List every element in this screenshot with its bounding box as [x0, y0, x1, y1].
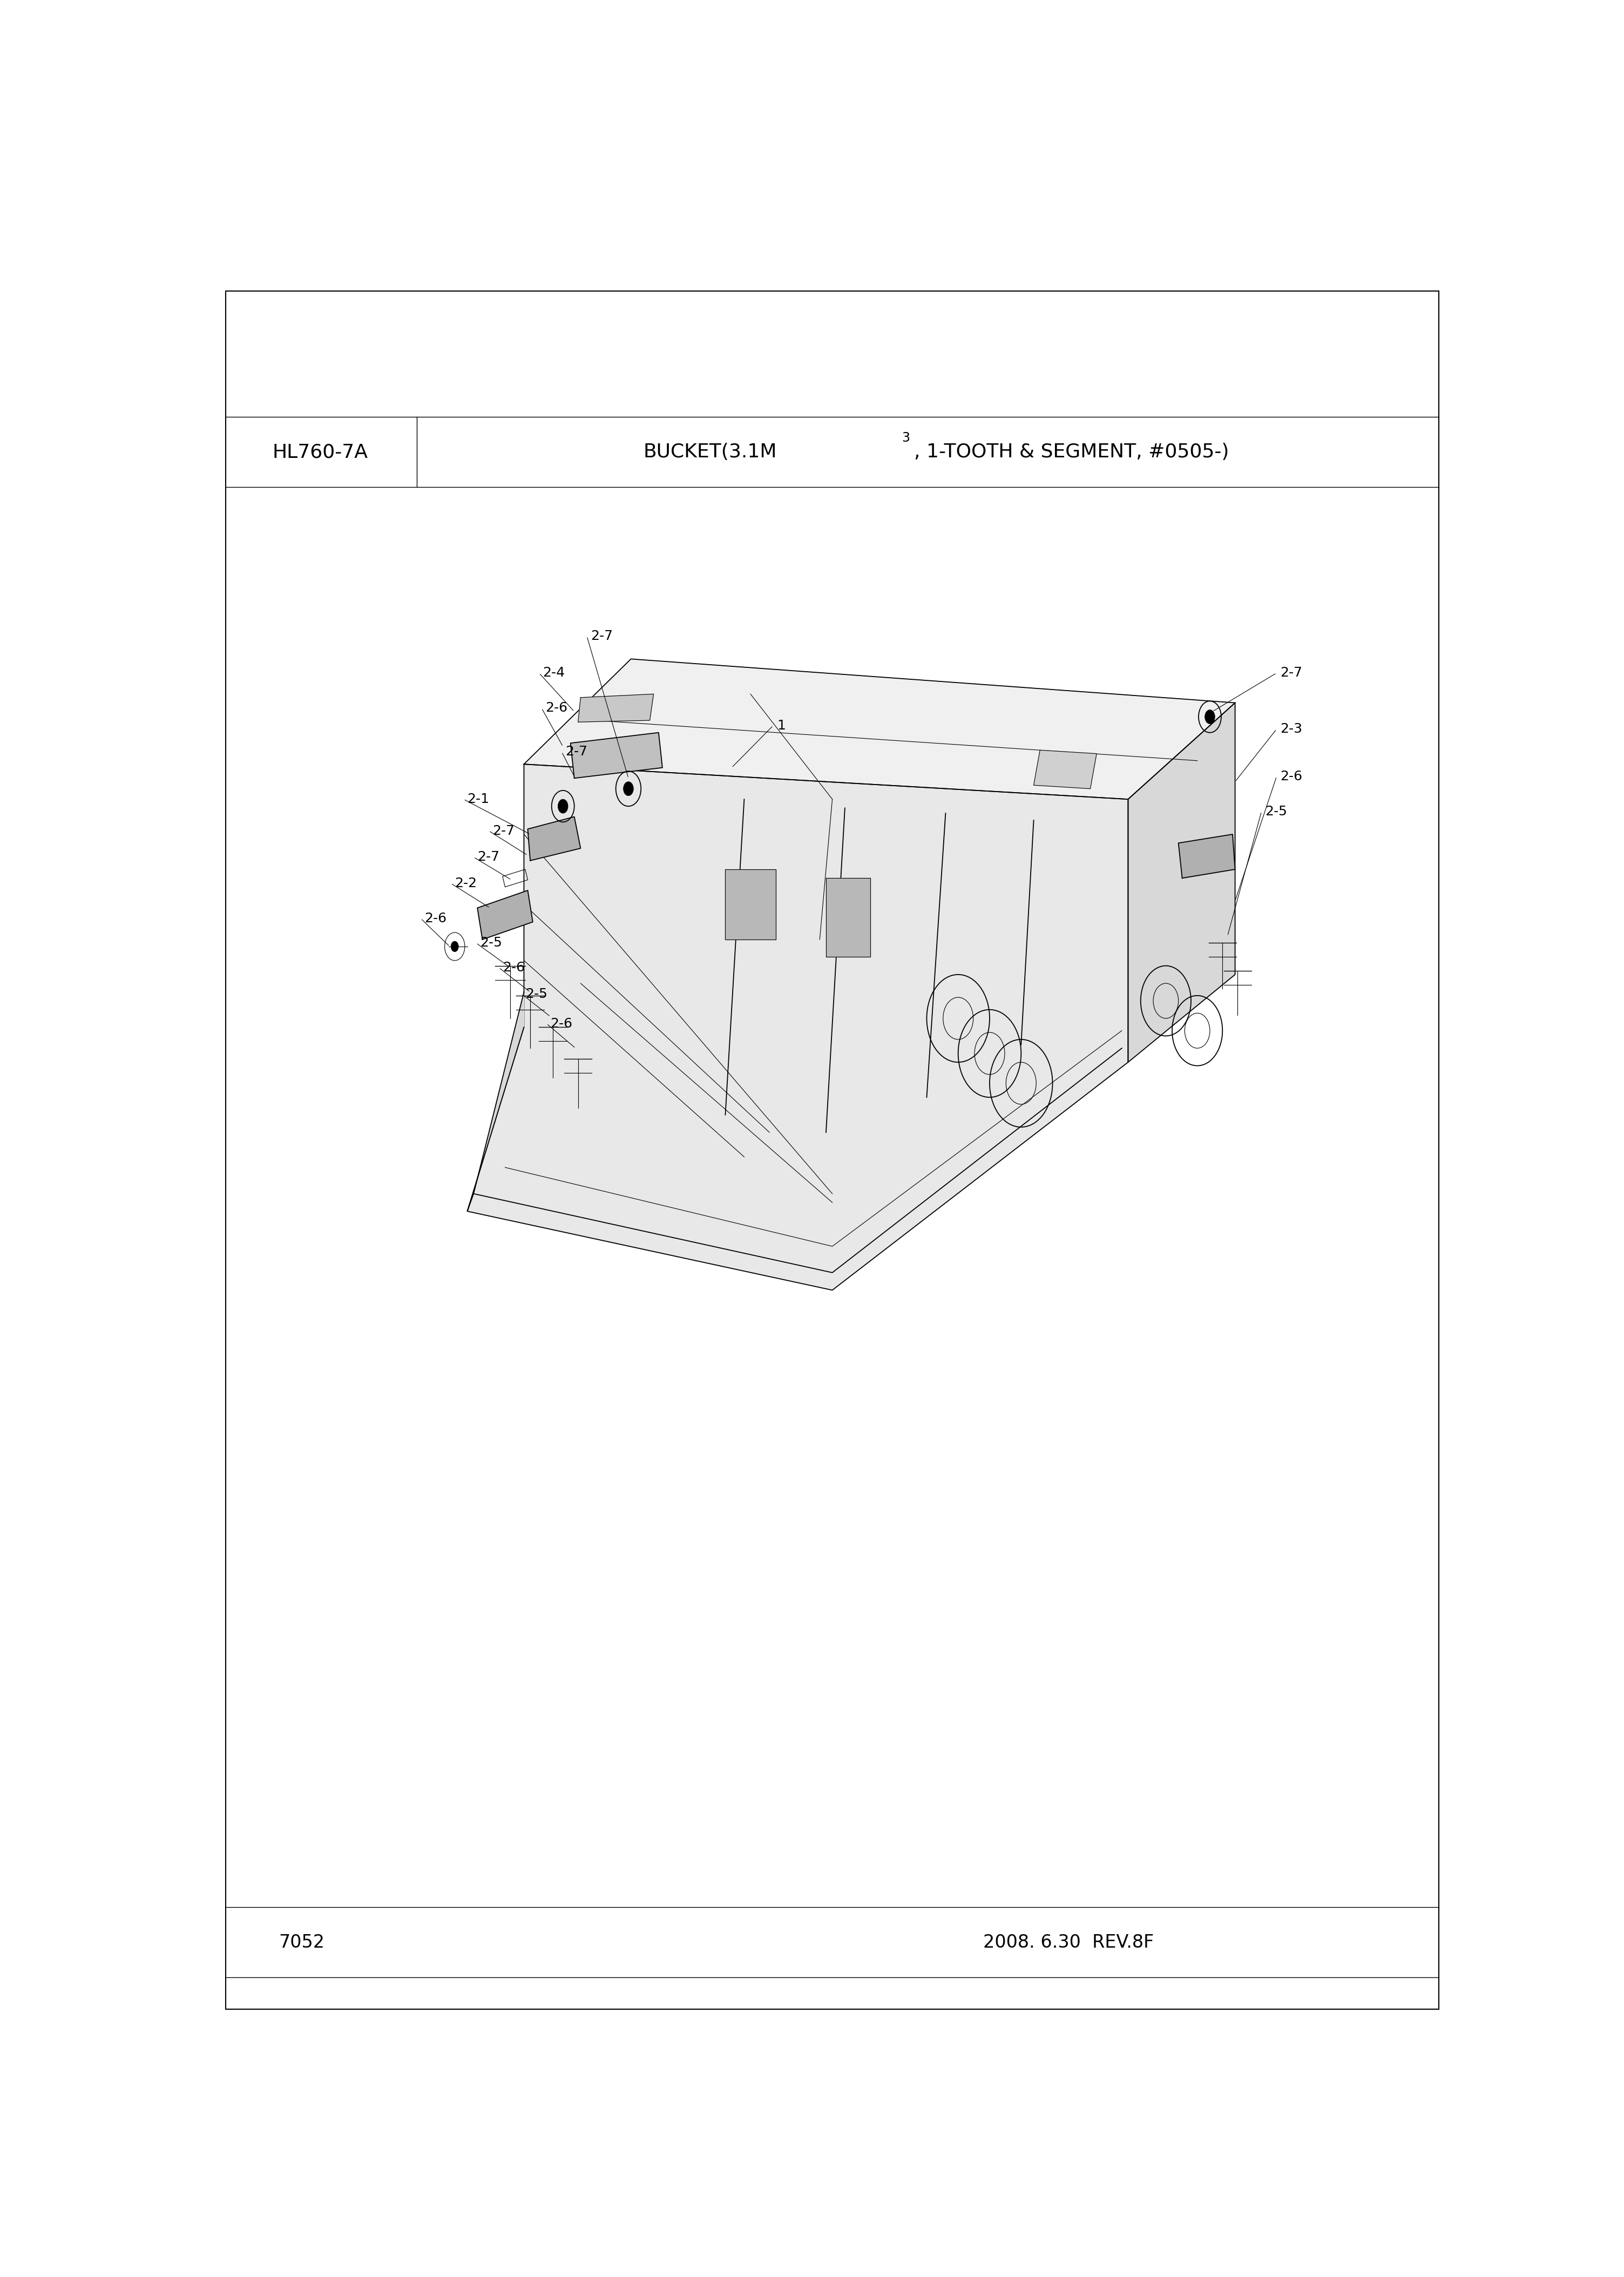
Text: 2-5: 2-5: [1265, 806, 1288, 817]
Circle shape: [624, 781, 633, 795]
Polygon shape: [1034, 749, 1096, 788]
Polygon shape: [525, 658, 1234, 799]
Text: 2-3: 2-3: [1280, 722, 1302, 735]
Text: 2-4: 2-4: [542, 667, 565, 679]
Text: 2-2: 2-2: [455, 877, 477, 890]
Polygon shape: [570, 733, 663, 779]
Text: 2-6: 2-6: [502, 961, 525, 975]
Text: HL760-7A: HL760-7A: [273, 444, 367, 462]
Text: 2-6: 2-6: [1280, 770, 1302, 783]
Text: 2-7: 2-7: [477, 852, 500, 863]
Circle shape: [1205, 710, 1215, 724]
Text: BUCKET(3.1M: BUCKET(3.1M: [643, 444, 778, 462]
Polygon shape: [468, 993, 525, 1211]
Text: 2-7: 2-7: [565, 745, 588, 758]
Text: 3: 3: [901, 433, 909, 444]
Text: 2008. 6.30  REV.8F: 2008. 6.30 REV.8F: [984, 1933, 1155, 1951]
Text: 2-1: 2-1: [468, 792, 489, 806]
Text: 2-7: 2-7: [591, 631, 612, 642]
Text: 2-5: 2-5: [481, 936, 502, 950]
Text: 2-7: 2-7: [492, 824, 515, 838]
Polygon shape: [827, 879, 870, 956]
Text: 1: 1: [776, 720, 786, 733]
Text: 2-7: 2-7: [1280, 667, 1302, 679]
Circle shape: [451, 940, 458, 952]
Polygon shape: [726, 870, 776, 940]
Text: , 1-TOOTH & SEGMENT, #0505-): , 1-TOOTH & SEGMENT, #0505-): [914, 444, 1229, 462]
Text: 2-6: 2-6: [424, 913, 447, 924]
Polygon shape: [477, 890, 533, 940]
Polygon shape: [578, 694, 653, 722]
Polygon shape: [1129, 704, 1234, 1061]
Circle shape: [559, 799, 568, 813]
Text: 2-5: 2-5: [525, 988, 547, 1000]
Polygon shape: [528, 817, 581, 861]
Polygon shape: [1179, 833, 1234, 879]
Text: 2-6: 2-6: [546, 701, 567, 715]
Text: 2-6: 2-6: [551, 1018, 573, 1029]
Text: 7052: 7052: [279, 1933, 325, 1951]
Polygon shape: [468, 765, 1129, 1291]
